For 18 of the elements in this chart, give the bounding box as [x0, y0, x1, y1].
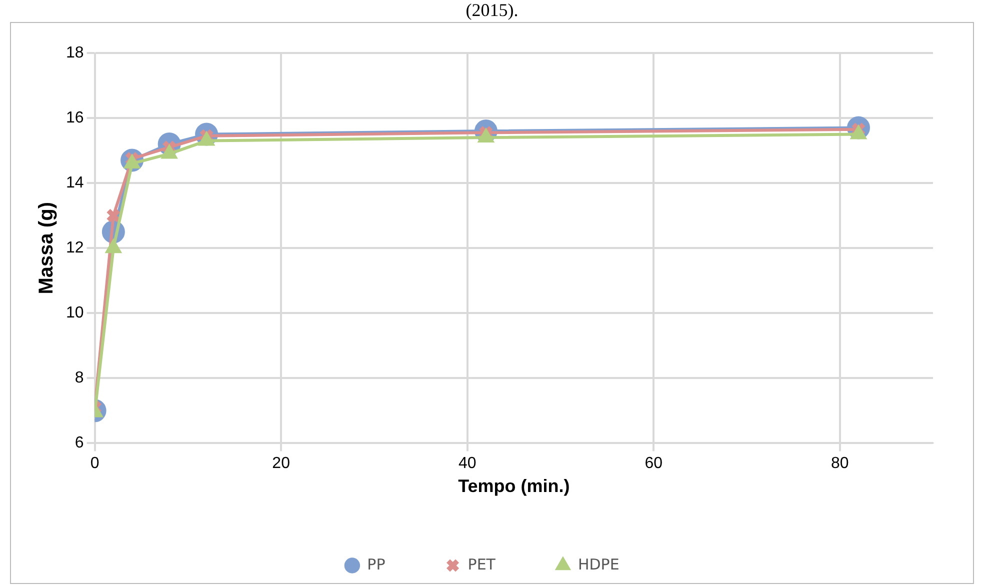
x-tick-label: 20 [272, 455, 290, 472]
y-axis-title: Massa (g) [36, 202, 58, 294]
text: (2015). [464, 0, 520, 20]
y-tick-label: 12 [66, 240, 84, 257]
y-tick-label: 18 [66, 44, 84, 62]
x-tick-label: 40 [458, 455, 476, 472]
y-tick-label: 16 [66, 109, 84, 126]
y-tick-label: 8 [74, 370, 84, 387]
legend-label: HDPE [578, 555, 620, 574]
x-tick-label: 0 [90, 455, 100, 472]
y-tick-label: 10 [66, 304, 84, 322]
legend-label: PET [468, 555, 496, 574]
x-axis-title: Tempo (min.) [458, 476, 570, 496]
y-tick-label: 14 [66, 174, 84, 192]
legend-label: PP [367, 555, 386, 574]
y-tick-label: 6 [74, 434, 84, 452]
x-tick-label: 80 [830, 455, 849, 472]
x-tick-label: 60 [644, 455, 663, 472]
